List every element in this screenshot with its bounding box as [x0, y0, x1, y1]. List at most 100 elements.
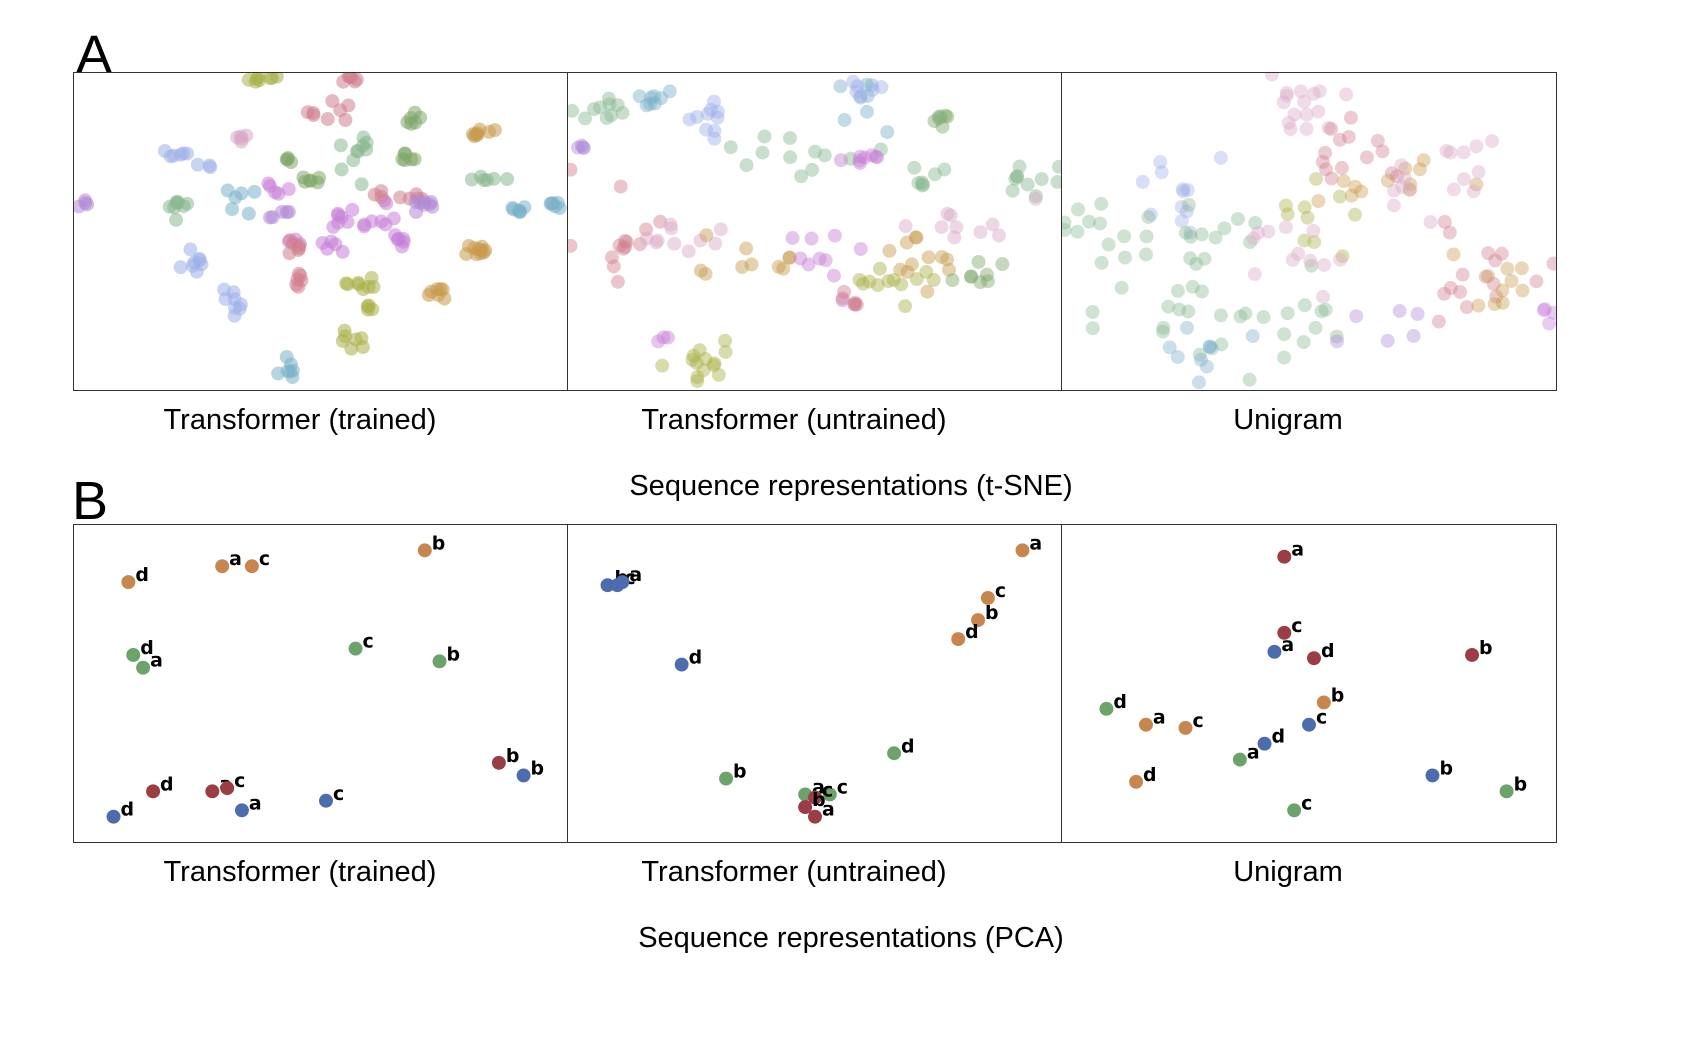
- pca-point-label: a: [1281, 634, 1294, 656]
- pca-point-label: c: [822, 780, 833, 802]
- scatter-point: [374, 214, 389, 229]
- scatter-point: [306, 108, 321, 122]
- scatter-point: [1324, 171, 1339, 186]
- scatter-point: [1248, 215, 1263, 230]
- scatter-point: [848, 295, 863, 310]
- scatter-point: [1403, 177, 1418, 192]
- pca-point-label: c: [234, 770, 245, 792]
- pca-point-red-d: [146, 784, 161, 799]
- scatter-point: [940, 206, 955, 221]
- scatter-point: [227, 292, 242, 306]
- scatter-point: [340, 277, 355, 292]
- scatter-point: [1504, 274, 1519, 288]
- scatter-point: [1005, 183, 1020, 198]
- pca-point-orange-a: [1138, 717, 1153, 732]
- scatter-point: [1495, 295, 1510, 310]
- scatter-point: [707, 131, 722, 146]
- scatter-point: [334, 162, 349, 177]
- pca-point-orange-b: [417, 543, 432, 558]
- pca-point-green-c: [348, 641, 363, 656]
- scatter-point: [263, 179, 277, 193]
- pca-point-label: b: [1514, 773, 1528, 795]
- scatter-point: [281, 182, 296, 197]
- scatter-point: [1204, 341, 1219, 356]
- scatter-point: [1359, 150, 1374, 165]
- pca-point-label: b: [812, 789, 826, 811]
- scatter-point: [1386, 198, 1401, 213]
- pca-trained-canvas: dacbdacbdacbdacb: [106, 532, 544, 824]
- scatter-point: [1062, 215, 1072, 230]
- pca-point-red-c: [1277, 625, 1292, 640]
- scatter-point: [1306, 223, 1321, 238]
- scatter-point: [808, 144, 823, 159]
- scatter-point: [1179, 204, 1194, 219]
- scatter-point: [1297, 200, 1312, 215]
- scatter-point: [995, 257, 1010, 272]
- scatter-point: [1446, 247, 1461, 262]
- pca-point-green-c: [1287, 803, 1302, 818]
- scatter-point: [225, 202, 240, 217]
- scatter-point: [1162, 340, 1177, 355]
- pca-point-label: a: [150, 650, 163, 672]
- scatter-point: [1536, 303, 1551, 318]
- scatter-point: [852, 153, 867, 168]
- scatter-point: [849, 84, 864, 99]
- pca-point-blue-d: [106, 809, 121, 824]
- scatter-point: [397, 146, 412, 161]
- pca-point-blue-a: [1267, 644, 1282, 659]
- scatter-point: [1094, 196, 1109, 211]
- scatter-point: [708, 236, 723, 251]
- scatter-point: [919, 264, 934, 279]
- scatter-point: [937, 162, 952, 177]
- pca-point-label: b: [1439, 757, 1453, 779]
- scatter-point: [812, 251, 827, 266]
- scatter-point: [1281, 115, 1296, 130]
- scatter-point: [804, 231, 819, 246]
- scatter-point: [713, 222, 728, 237]
- scatter-point: [1437, 286, 1452, 301]
- scatter-point: [853, 242, 868, 256]
- scatter-point: [711, 367, 726, 382]
- scatter-point: [1153, 154, 1168, 169]
- scatter-point: [1199, 359, 1214, 374]
- scatter-point: [247, 184, 262, 199]
- scatter-point: [849, 297, 864, 312]
- scatter-point: [1135, 174, 1150, 189]
- scatter-point: [284, 357, 298, 372]
- pca-point-label: a: [249, 792, 262, 814]
- scatter-point: [379, 196, 394, 211]
- scatter-point: [464, 172, 479, 187]
- scatter-point: [1182, 198, 1196, 212]
- scatter-point: [1208, 230, 1223, 245]
- scatter-point: [1306, 86, 1321, 101]
- pca-point-orange-b: [971, 613, 986, 628]
- scatter-point: [938, 108, 953, 123]
- scatter-point: [1318, 162, 1333, 177]
- scatter-point: [690, 374, 705, 389]
- pca-point-label: a: [1291, 539, 1304, 561]
- scatter-point: [1312, 84, 1327, 99]
- scatter-point: [856, 276, 871, 291]
- pca-point-label: c: [1291, 615, 1302, 637]
- scatter-point: [847, 297, 862, 312]
- scatter-point: [1304, 258, 1319, 273]
- scatter-point: [506, 202, 521, 217]
- scatter-point: [1050, 174, 1062, 189]
- scatter-point: [356, 282, 371, 296]
- pca-point-label: a: [629, 564, 642, 586]
- pca-point-red-c: [808, 790, 822, 805]
- scatter-point: [656, 330, 671, 345]
- scatter-point: [1380, 173, 1395, 188]
- scatter-point: [1170, 283, 1185, 298]
- scatter-point: [500, 172, 515, 186]
- scatter-point: [1180, 183, 1195, 198]
- scatter-point: [404, 116, 419, 131]
- scatter-point: [1181, 304, 1196, 319]
- scatter-point: [574, 138, 589, 153]
- scatter-point: [601, 91, 616, 106]
- scatter-point: [361, 302, 376, 317]
- scatter-point: [940, 109, 955, 124]
- scatter-point: [1403, 182, 1418, 197]
- scatter-point: [794, 169, 809, 184]
- scatter-point: [945, 273, 960, 288]
